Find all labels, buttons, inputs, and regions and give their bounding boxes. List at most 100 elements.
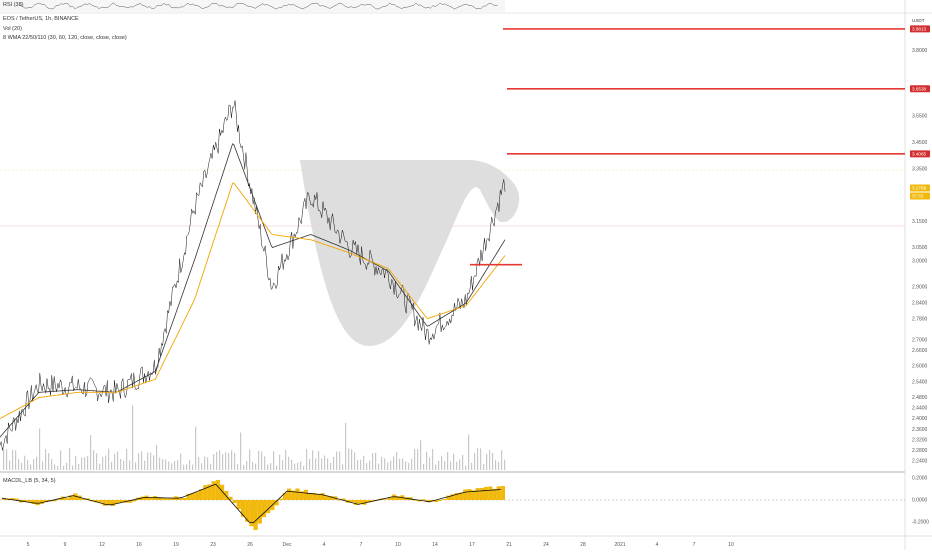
macd-bar	[148, 497, 153, 500]
time-tick: 21	[506, 542, 512, 548]
volume-bar	[486, 453, 488, 470]
macd-bar	[429, 500, 434, 502]
macd-bar	[496, 486, 501, 500]
volume-bar	[66, 462, 68, 470]
volume-bar	[51, 458, 53, 470]
volume-label: Vol (20)	[3, 26, 22, 32]
price-badge-text: 3.2768	[912, 186, 926, 191]
macd-bar	[127, 500, 132, 503]
macd-bar	[69, 495, 74, 500]
volume-bar	[282, 460, 284, 470]
time-tick: 4	[323, 542, 326, 548]
volume-bar	[177, 459, 179, 470]
macd-bar	[140, 496, 145, 500]
volume-bar	[411, 458, 413, 470]
macd-bar	[253, 500, 258, 530]
macd-bar	[207, 484, 212, 500]
volume-bar	[234, 452, 236, 470]
macd-bar	[266, 500, 271, 514]
price-tick: 2.7000	[912, 337, 928, 343]
macd-tick: 0.2000	[912, 476, 928, 482]
macd-bar	[257, 500, 262, 524]
price-tick: 2.4800	[912, 395, 928, 401]
time-tick: 26	[247, 542, 253, 548]
volume-bar	[399, 458, 401, 470]
macd-bar	[479, 487, 485, 500]
volume-bar	[165, 459, 167, 470]
volume-bar	[339, 451, 341, 470]
volume-bar	[102, 456, 104, 470]
macd-bar	[433, 500, 438, 503]
volume-bar	[264, 456, 266, 470]
volume-bar	[228, 453, 230, 470]
macd-bar	[2, 498, 7, 500]
volume-bar	[150, 452, 152, 470]
price-tick: 2.2800	[912, 448, 928, 454]
price-series-2	[0, 182, 506, 420]
macd-bar	[295, 488, 300, 500]
volume-bar	[288, 456, 290, 470]
volume-bar	[255, 463, 257, 470]
time-tick: 19	[173, 542, 179, 548]
volume-bar	[204, 456, 206, 470]
volume-bar	[156, 444, 158, 470]
volume-bar	[291, 459, 293, 470]
volume-bar	[231, 450, 233, 470]
volume-bar	[417, 449, 419, 470]
volume-bar	[300, 461, 302, 470]
price-badge	[910, 25, 930, 33]
volume-bar	[147, 452, 149, 470]
price-tick: 2.7800	[912, 316, 928, 322]
time-tick: 4	[656, 542, 659, 548]
volume-bar	[132, 405, 134, 470]
macd-bar	[31, 500, 36, 505]
volume-bar	[342, 464, 344, 470]
volume-bar	[33, 459, 35, 470]
macd-bar	[14, 498, 19, 500]
volume-bar	[249, 449, 251, 470]
volume-bar	[114, 453, 116, 470]
price-badge	[910, 192, 930, 200]
volume-bar	[372, 453, 374, 470]
macd-bar	[274, 500, 279, 506]
volume-bar	[504, 459, 506, 470]
macd-bar	[106, 500, 111, 506]
volume-bar	[192, 464, 194, 470]
macd-bar	[73, 493, 78, 500]
price-tick: 3.5500	[912, 114, 928, 120]
volume-bar	[138, 453, 140, 470]
volume-bar	[453, 453, 455, 470]
volume-bar	[213, 454, 215, 470]
macd-bar	[446, 495, 451, 500]
volume-bar	[144, 460, 146, 470]
volume-bar	[309, 458, 311, 470]
volume-bar	[159, 457, 161, 470]
macd-bar	[182, 497, 187, 500]
volume-bar	[321, 458, 323, 470]
price-badge	[910, 184, 930, 192]
time-tick: 14	[432, 542, 438, 548]
volume-bar	[393, 456, 395, 470]
volume-bar	[69, 448, 71, 470]
macd-bar	[358, 500, 363, 504]
macd-bar	[131, 500, 137, 502]
volume-bar	[357, 459, 359, 470]
volume-bar	[207, 457, 209, 470]
volume-bar	[39, 428, 41, 470]
volume-bar	[471, 462, 473, 470]
macd-bar	[249, 500, 254, 527]
volume-bar	[444, 460, 446, 470]
volume-bar	[222, 454, 224, 470]
macd-bar	[43, 500, 49, 503]
volume-bar	[162, 459, 164, 470]
volume-bar	[330, 462, 332, 470]
volume-bar	[180, 453, 182, 470]
volume-bar	[87, 455, 89, 470]
volume-bar	[387, 462, 389, 470]
price-tick: 2.4400	[912, 406, 928, 412]
volume-bar	[459, 459, 461, 470]
volume-bar	[273, 451, 275, 470]
volume-bar	[432, 448, 434, 470]
price-tick: 2.9000	[912, 285, 928, 291]
